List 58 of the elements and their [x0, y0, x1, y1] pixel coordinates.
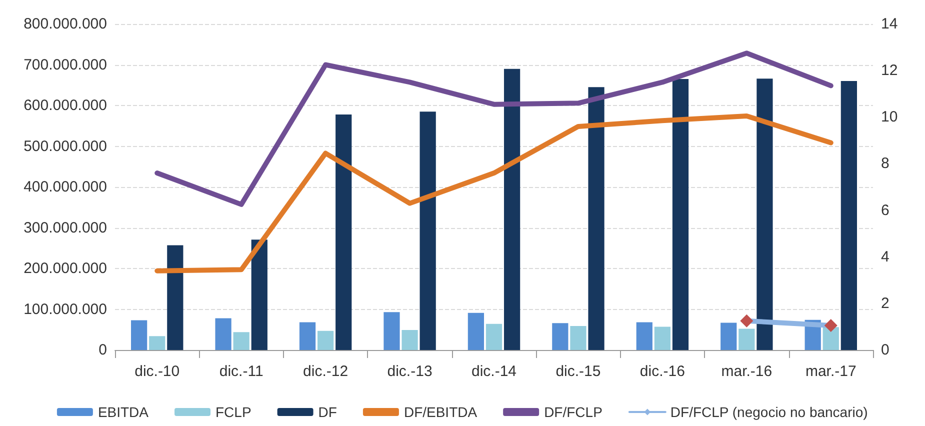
y2-tick-label: 0: [881, 342, 890, 358]
legend-label: EBITDA: [98, 404, 150, 420]
y-tick-label: 300.000.000: [24, 219, 107, 236]
legend-label: DF/EBITDA: [404, 404, 478, 420]
bar: [720, 322, 737, 350]
x-tick-label: mar.-16: [721, 363, 772, 380]
x-tick-label: dic.-15: [556, 363, 601, 380]
bar: [149, 336, 166, 350]
x-tick-label: mar.-17: [805, 363, 856, 380]
bar: [299, 322, 316, 350]
x-tick-label: dic.-11: [219, 363, 264, 380]
y2-tick-label: 14: [881, 16, 898, 32]
bar: [233, 332, 250, 350]
bar: [167, 245, 184, 350]
bar: [131, 320, 148, 350]
bar: [552, 323, 568, 350]
bar: [636, 322, 652, 350]
legend-label: DF/FCLP: [544, 404, 602, 420]
y2-tick-label: 2: [881, 294, 890, 312]
bar: [317, 330, 334, 350]
y-tick-label: 400.000.000: [24, 178, 107, 196]
bar: [251, 240, 268, 350]
y2-tick-label: 4: [881, 248, 890, 266]
bar: [420, 112, 436, 350]
x-tick-label: dic.-10: [134, 363, 180, 380]
x-tick-label: dic.-12: [303, 363, 348, 380]
bar: [402, 330, 418, 350]
x-tick-label: dic.-14: [471, 363, 517, 380]
y2-tick-label: 8: [881, 155, 890, 172]
y-tick-label: 700.000.000: [24, 56, 107, 74]
y-tick-label: 800.000.000: [24, 16, 107, 32]
bar: [504, 68, 520, 350]
bar: [822, 327, 839, 350]
legend-label: FCLP: [216, 404, 252, 420]
y2-tick-label: 10: [881, 108, 898, 126]
bar: [468, 312, 484, 350]
y-tick-label: 500.000.000: [24, 138, 107, 155]
bar: [756, 78, 773, 350]
bar: [215, 318, 232, 350]
bar: [588, 87, 604, 350]
y2-tick-label: 12: [881, 62, 898, 80]
bar: [738, 328, 755, 350]
x-tick-label: dic.-13: [387, 363, 432, 380]
y2-tick-label: 6: [881, 202, 890, 219]
y-tick-label: 100.000.000: [24, 300, 107, 318]
bar: [840, 81, 857, 350]
bar: [672, 79, 689, 350]
bar: [336, 114, 352, 350]
bar: [486, 324, 502, 350]
legend-label: DF/FCLP (negocio no bancario): [670, 404, 868, 420]
y-tick-label: 200.000.000: [24, 260, 107, 277]
x-tick-label: dic.-16: [640, 363, 685, 380]
y-tick-label: 0: [98, 342, 107, 358]
bar: [384, 312, 400, 350]
y-tick-label: 600.000.000: [24, 97, 107, 114]
bar: [570, 326, 586, 350]
legend-label: DF: [318, 404, 337, 420]
bar: [654, 326, 671, 350]
